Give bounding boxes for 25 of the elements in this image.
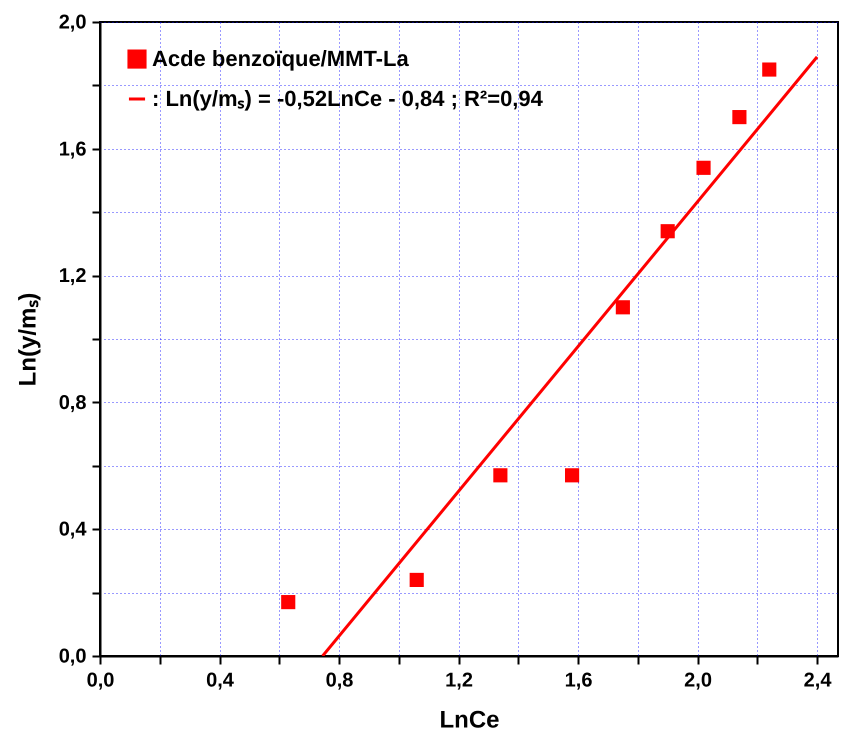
y-tick-label: 1,6 <box>58 138 86 160</box>
x-tick-label: 0,8 <box>326 670 354 692</box>
point <box>565 468 580 482</box>
x-axis-title: LnCe <box>440 706 500 734</box>
legend-label: Acde benzoïque/MMT-La <box>152 46 410 71</box>
point <box>616 300 630 314</box>
point <box>410 572 424 587</box>
point <box>762 62 776 77</box>
point <box>493 468 508 482</box>
x-tick-label: 0,0 <box>86 670 114 692</box>
x-tick-label: 1,6 <box>564 670 592 692</box>
point <box>696 160 711 175</box>
point <box>281 595 296 610</box>
legend-label: : Ln(y/mₛ) = -0,52LnCe - 0,84 ; R²=0,94 <box>152 86 544 111</box>
x-tick-label: 2,4 <box>804 670 832 692</box>
point <box>732 110 746 124</box>
y-tick-label: 0,4 <box>58 518 88 541</box>
x-tick-label: 2,0 <box>684 670 712 692</box>
y-axis-title: Ln(y/mₛ) <box>14 292 42 386</box>
y-tick-label: 0,0 <box>58 646 86 668</box>
y-tick-label: 0,8 <box>58 392 86 414</box>
x-tick-label: 1,2 <box>445 670 473 692</box>
x-tick-label: 0,4 <box>206 670 235 692</box>
y-tick-label: 2,0 <box>58 12 86 34</box>
y-tick-label: 1,2 <box>58 265 86 288</box>
